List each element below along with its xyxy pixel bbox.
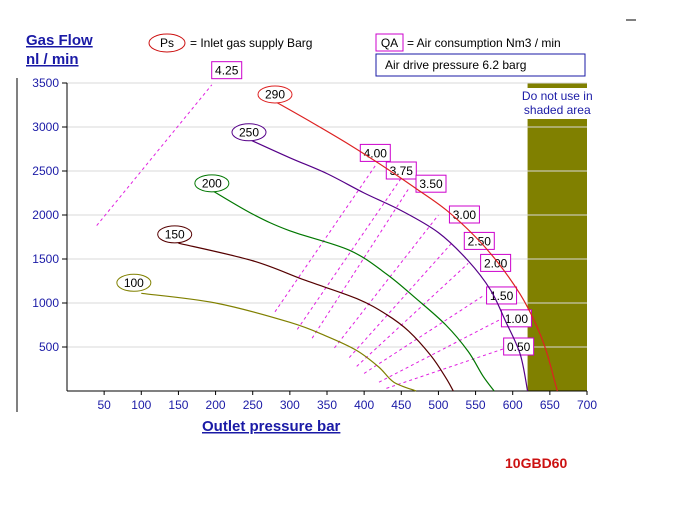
air-label-3-00: 3.00 xyxy=(453,208,477,222)
legend-qa-symbol: QA xyxy=(381,36,398,50)
air-label-box-2-00 xyxy=(480,253,512,272)
curve-ps-150 xyxy=(178,242,454,392)
curve-label-250: 250 xyxy=(239,125,259,139)
air-line-2-00 xyxy=(356,263,469,367)
legend-ps-symbol: Ps xyxy=(160,36,174,50)
air-label-box-1-50 xyxy=(486,286,518,305)
air-label-4-00: 4.00 xyxy=(364,146,388,160)
axes: 500 1000 1500 2000 2500 3000 3500 50 100 150 200 25… xyxy=(32,76,597,412)
air-label-box-4-25 xyxy=(211,61,243,80)
curve-ps-200 xyxy=(211,189,495,392)
air-consumption-lines: 4.254.003.753.503.002.502.001.501.000.50 xyxy=(96,61,535,389)
curve-label-ellipse-250 xyxy=(231,123,267,142)
y-tick-label-1000: 1000 xyxy=(32,296,59,310)
legend-qa-box xyxy=(375,33,404,52)
x-tick-label-500: 500 xyxy=(428,398,448,412)
curve-ps-100 xyxy=(141,292,417,392)
model-code: 10GBD60 xyxy=(505,455,567,471)
curve-label-ellipse-200 xyxy=(194,174,230,193)
x-axis-title: Outlet pressure bar xyxy=(202,418,341,435)
x-tick-label-600: 600 xyxy=(503,398,523,412)
y-tick-label-3000: 3000 xyxy=(32,120,59,134)
y-tick-label-3500: 3500 xyxy=(32,76,59,90)
air-label-4-25: 4.25 xyxy=(215,64,239,78)
shaded-area-note-line2: shaded area xyxy=(524,103,591,117)
curve-label-ellipse-290 xyxy=(257,85,293,104)
x-tick-label-650: 650 xyxy=(540,398,560,412)
x-tick-label-450: 450 xyxy=(391,398,411,412)
x-tick-label-700: 700 xyxy=(577,398,597,412)
x-tick-label-400: 400 xyxy=(354,398,374,412)
x-tick-label-250: 250 xyxy=(243,398,263,412)
air-line-2-50 xyxy=(348,241,454,358)
shaded-area xyxy=(527,83,587,391)
x-tick-label-100: 100 xyxy=(131,398,151,412)
plot-area xyxy=(67,83,587,391)
curve-ps-290 xyxy=(274,100,558,392)
curve-label-ellipse-150 xyxy=(157,225,193,244)
air-line-3-75 xyxy=(296,177,402,330)
drive-pressure-text: Air drive pressure 6.2 barg xyxy=(385,58,526,72)
curve-labels: 100 150 200 250 290 xyxy=(116,85,293,292)
x-tick-label-150: 150 xyxy=(168,398,188,412)
air-line-3-00 xyxy=(334,214,439,349)
y-axis-title-line2: nl / min xyxy=(26,51,79,68)
legend-ps-text: = Inlet gas supply Barg xyxy=(190,36,312,50)
y-tick-label-1500: 1500 xyxy=(32,252,59,266)
air-label-1-00: 1.00 xyxy=(505,312,529,326)
air-label-box-3-50 xyxy=(415,174,447,193)
air-label-0-50: 0.50 xyxy=(507,340,531,354)
air-label-3-75: 3.75 xyxy=(390,164,414,178)
curve-label-150: 150 xyxy=(165,227,185,241)
shaded-area-note-line1: Do not use in xyxy=(522,89,593,103)
curve-label-100: 100 xyxy=(124,276,144,290)
inlet-pressure-curves xyxy=(141,100,558,392)
y-tick-label-2500: 2500 xyxy=(32,164,59,178)
y-axis-title-line1: Gas Flow xyxy=(26,32,93,49)
air-label-3-50: 3.50 xyxy=(419,177,443,191)
legend-ps-ellipse xyxy=(148,33,186,53)
air-label-box-0-50 xyxy=(503,337,535,356)
curve-ps-250 xyxy=(248,138,529,392)
x-tick-label-300: 300 xyxy=(280,398,300,412)
x-tick-label-50: 50 xyxy=(97,398,111,412)
shaded-note-background xyxy=(517,88,598,119)
curve-label-200: 200 xyxy=(202,176,222,190)
x-tick-label-550: 550 xyxy=(466,398,486,412)
air-line-4-25 xyxy=(96,84,213,226)
curve-label-290: 290 xyxy=(265,87,285,101)
y-tick-label-2000: 2000 xyxy=(32,208,59,222)
air-line-1-00 xyxy=(378,318,502,383)
x-tick-label-200: 200 xyxy=(206,398,226,412)
x-tick-label-350: 350 xyxy=(317,398,337,412)
air-label-box-1-00 xyxy=(500,309,532,328)
drive-pressure-box xyxy=(375,53,586,77)
curve-label-ellipse-100 xyxy=(116,273,152,292)
legend-qa-text: = Air consumption Nm3 / min xyxy=(407,36,561,50)
y-tick-label-500: 500 xyxy=(39,340,59,354)
air-label-2-00: 2.00 xyxy=(484,256,508,270)
